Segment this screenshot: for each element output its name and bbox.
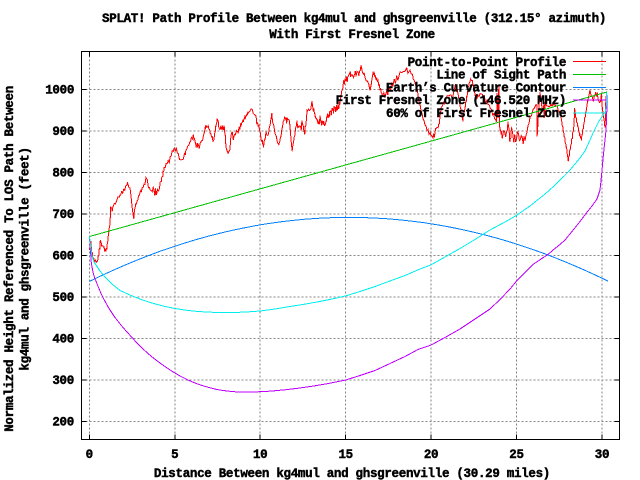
svg-text:Point-to-Point Profile: Point-to-Point Profile [408, 56, 566, 70]
svg-text:1000: 1000 [45, 83, 74, 97]
svg-text:Distance Between kg4mul and gh: Distance Between kg4mul and ghsgreenvill… [154, 467, 550, 480]
svg-text:600: 600 [52, 250, 74, 264]
svg-text:200: 200 [52, 416, 74, 430]
svg-text:700: 700 [52, 208, 74, 222]
svg-text:kg4mul and ghsgreenville (feet: kg4mul and ghsgreenville (feet) [18, 147, 32, 370]
svg-text:Normalized Height Referenced T: Normalized Height Referenced To LOS Path… [3, 86, 17, 432]
svg-text:800: 800 [52, 167, 74, 181]
svg-text:500: 500 [52, 291, 74, 305]
svg-text:10: 10 [253, 448, 267, 462]
svg-text:400: 400 [52, 333, 74, 347]
svg-text:0: 0 [86, 448, 93, 462]
svg-text:Earth’s Curvature Contour: Earth’s Curvature Contour [386, 81, 566, 95]
svg-text:900: 900 [52, 125, 74, 139]
svg-text:15: 15 [338, 448, 352, 462]
svg-text:Line of Sight Path: Line of Sight Path [436, 69, 566, 83]
svg-text:5: 5 [171, 448, 178, 462]
svg-text:30: 30 [595, 448, 609, 462]
svg-text:25: 25 [509, 448, 523, 462]
svg-text:SPLAT! Path Profile Between kg: SPLAT! Path Profile Between kg4mul and g… [102, 12, 606, 26]
svg-text:300: 300 [52, 374, 74, 388]
svg-text:20: 20 [424, 448, 438, 462]
svg-text:With First Fresnel Zone: With First Fresnel Zone [269, 28, 435, 42]
svg-text:First Fresnel Zone (146.520 MH: First Fresnel Zone (146.520 MHz) [336, 94, 566, 108]
svg-text:60% of First Fresnel Zone: 60% of First Fresnel Zone [386, 107, 566, 121]
